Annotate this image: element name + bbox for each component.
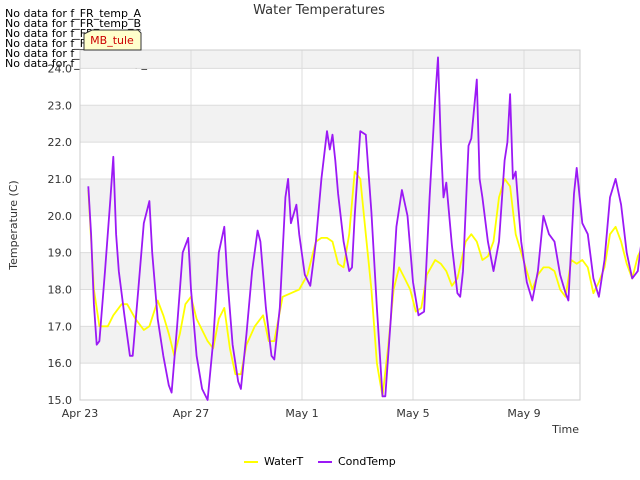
x-tick-label: May 5: [396, 407, 429, 420]
no-data-note: No data for f_Temp_A: [5, 47, 123, 60]
band: [80, 178, 580, 216]
badge: MB_tule: [83, 29, 142, 51]
y-tick-label: 17.0: [48, 320, 73, 333]
legend-label-condtemp: CondTemp: [338, 455, 396, 468]
y-tick-label: 21.0: [48, 173, 73, 186]
y-tick-label: 23.0: [48, 99, 73, 112]
x-axis-label: Time: [551, 423, 579, 436]
y-tick-label: 18.0: [48, 283, 73, 296]
plot-frame: [79, 49, 581, 401]
y-tick-label: 24.0: [48, 62, 73, 75]
x-tick-label: Apr 27: [173, 407, 210, 420]
y-axis-label: Temperature (C): [7, 180, 20, 270]
band: [80, 50, 580, 69]
series-lines: [87, 56, 640, 401]
band: [80, 105, 580, 143]
y-tick-label: 16.0: [48, 357, 73, 370]
y-tick-labels: 15.0 16.0 17.0 18.0 19.0 20.0 21.0 22.0 23.0 24.0: [48, 62, 73, 407]
background-bands: [80, 50, 580, 364]
x-tick-label: May 9: [507, 407, 540, 420]
chart-title: Water Temperatures: [253, 3, 385, 18]
band: [80, 326, 580, 364]
legend: WaterT CondTemp: [244, 455, 396, 468]
series-line-watert: [87, 170, 640, 398]
x-tick-labels: Apr 23 Apr 27 May 1 May 5 May 9: [62, 407, 541, 420]
legend-label-watert: WaterT: [264, 455, 304, 468]
y-tick-label: 19.0: [48, 247, 73, 260]
no-data-note: No data for f_FR_temp_B: [5, 17, 142, 30]
series-line-condtemp: [87, 56, 640, 401]
no-data-note: No data for f_FR_temp_C: [5, 27, 142, 40]
x-tick-label: Apr 23: [62, 407, 99, 420]
no-data-note: No data for f_FD_Temp_1: [5, 37, 142, 50]
y-tick-label: 15.0: [48, 394, 73, 407]
no-data-note: No data for f_FR_temp_A: [5, 7, 141, 20]
badge-label: MB_tule: [90, 34, 134, 47]
x-tick-label: May 1: [285, 407, 318, 420]
y-tick-label: 22.0: [48, 136, 73, 149]
y-tick-label: 20.0: [48, 210, 73, 223]
